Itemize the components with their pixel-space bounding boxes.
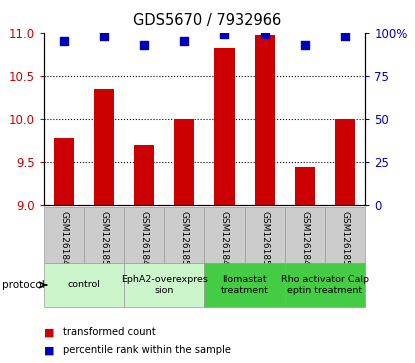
Bar [44, 207, 84, 263]
Bar [164, 207, 204, 263]
Bar [44, 263, 124, 307]
Text: transformed count: transformed count [63, 327, 156, 337]
Text: percentile rank within the sample: percentile rank within the sample [63, 345, 232, 355]
Bar [335, 119, 355, 205]
Text: Ilomastat
treatment: Ilomastat treatment [221, 275, 269, 295]
Bar [205, 263, 285, 307]
Text: GSM1261846: GSM1261846 [300, 211, 310, 272]
Text: GSM1261847: GSM1261847 [59, 211, 68, 272]
Text: EphA2-overexpres
sion: EphA2-overexpres sion [121, 275, 208, 295]
Bar [244, 207, 285, 263]
Bar [285, 263, 365, 307]
Text: control: control [67, 281, 100, 289]
Bar [94, 89, 114, 205]
Text: GSM1261849: GSM1261849 [220, 211, 229, 272]
Text: protocol: protocol [2, 280, 45, 290]
Text: GSM1261851: GSM1261851 [99, 211, 108, 272]
Point [302, 42, 308, 48]
Bar [174, 119, 194, 205]
Text: GSM1261850: GSM1261850 [341, 211, 349, 272]
Bar [285, 207, 325, 263]
Bar [124, 263, 205, 307]
Point [100, 33, 107, 39]
Bar [84, 207, 124, 263]
Point [342, 33, 349, 39]
Bar [205, 207, 244, 263]
Point [60, 38, 67, 44]
Text: GSM1261848: GSM1261848 [139, 211, 149, 272]
Bar [215, 48, 234, 205]
Text: Rho activator Calp
eptin treatment: Rho activator Calp eptin treatment [281, 275, 369, 295]
Bar [124, 207, 164, 263]
Bar [325, 207, 365, 263]
Text: ■: ■ [44, 327, 54, 337]
Point [141, 42, 147, 48]
Text: GSM1261852: GSM1261852 [180, 211, 189, 272]
Point [221, 32, 228, 37]
Text: ■: ■ [44, 345, 54, 355]
Text: GDS5670 / 7932966: GDS5670 / 7932966 [133, 13, 282, 28]
Bar [134, 145, 154, 205]
Point [261, 32, 268, 37]
Point [181, 38, 188, 44]
Bar [54, 138, 74, 205]
Bar [255, 35, 275, 205]
Bar [295, 167, 315, 205]
Text: GSM1261853: GSM1261853 [260, 211, 269, 272]
